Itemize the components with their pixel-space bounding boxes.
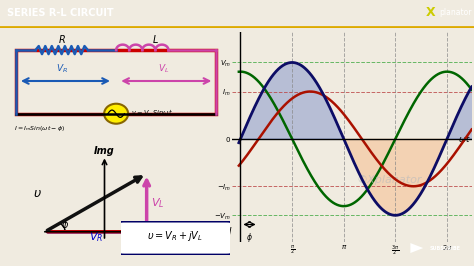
Text: X: X	[426, 6, 435, 19]
Text: SUBSCRIBE: SUBSCRIBE	[429, 246, 460, 251]
Text: $V_L$: $V_L$	[151, 196, 164, 210]
Text: $I = I_m Sin(\omega t - \phi)$: $I = I_m Sin(\omega t - \phi)$	[14, 124, 65, 133]
Text: $\upsilon = V_R + jV_L$: $\upsilon = V_R + jV_L$	[147, 229, 203, 243]
Text: $\upsilon$: $\upsilon$	[33, 187, 42, 200]
Text: $v = V_m Sin\omega t$: $v = V_m Sin\omega t$	[131, 108, 173, 119]
Bar	[16, 50, 217, 114]
Text: $\phi$: $\phi$	[61, 218, 69, 232]
Text: ©Xplanator: ©Xplanator	[357, 175, 422, 185]
Text: $\phi$: $\phi$	[246, 231, 253, 244]
Text: $V_L$: $V_L$	[158, 62, 170, 75]
Text: $\omega t$: $\omega t$	[458, 134, 471, 144]
Text: SERIES R-L CIRCUIT: SERIES R-L CIRCUIT	[7, 7, 114, 18]
Polygon shape	[410, 243, 423, 253]
Circle shape	[104, 104, 128, 124]
Text: planator: planator	[439, 8, 472, 17]
Text: $V_R$: $V_R$	[89, 230, 103, 244]
Text: $I$: $I$	[150, 227, 154, 239]
FancyBboxPatch shape	[118, 221, 232, 255]
Text: Real: Real	[210, 227, 232, 237]
Text: L: L	[153, 35, 158, 45]
Text: R: R	[58, 35, 65, 45]
Text: $V_R$: $V_R$	[55, 62, 68, 75]
Text: Img: Img	[94, 146, 115, 156]
